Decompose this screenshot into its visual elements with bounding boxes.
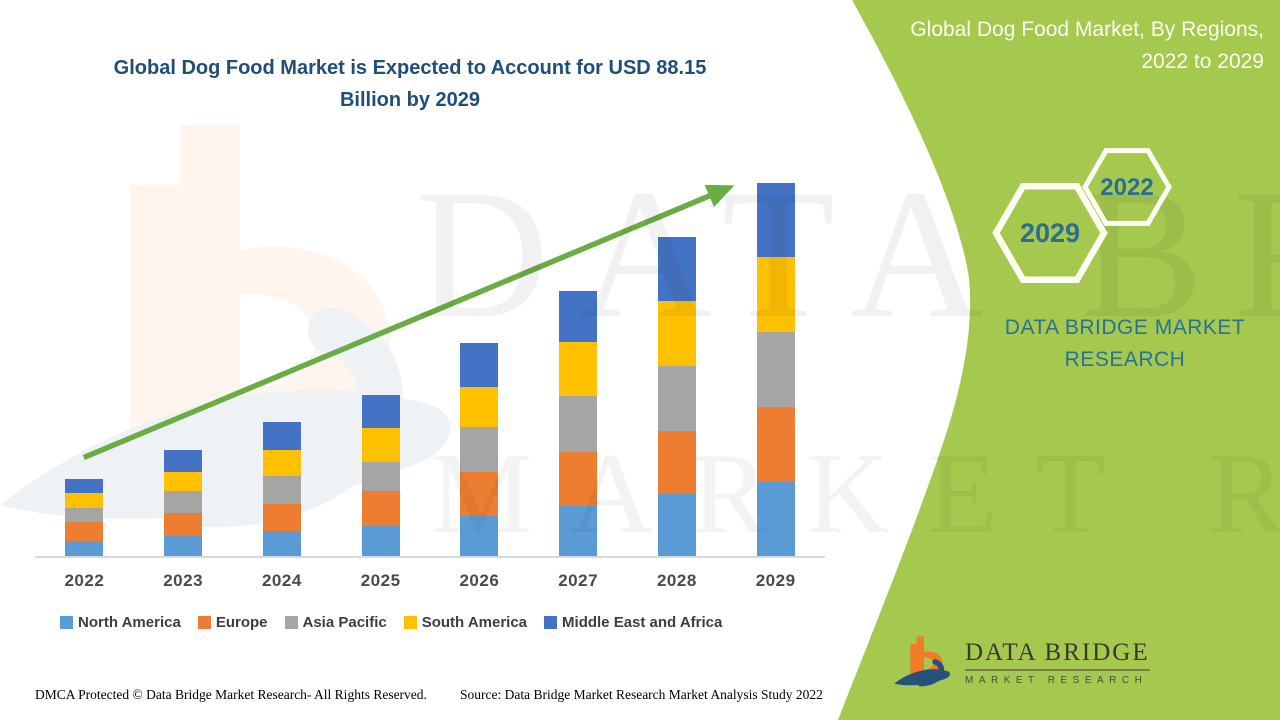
x-axis-label-2027: 2027 xyxy=(558,571,599,590)
stacked-bar-2023 xyxy=(164,450,203,556)
panel-title-line1: Global Dog Food Market, By Regions, xyxy=(910,18,1264,41)
bar-segment-2025-asia-pacific xyxy=(361,461,400,491)
panel-title-line2: 2022 to 2029 xyxy=(1141,50,1264,73)
x-axis-labels: 2022 2023 2024 2025 2026 2027 2028 2029 xyxy=(35,571,825,591)
legend-swatch-asia-pacific xyxy=(284,616,298,629)
bar-segment-2023-europe xyxy=(164,513,203,537)
bar-segment-2022-south-america xyxy=(65,493,104,509)
logo-line1: DATA BRIDGE xyxy=(965,639,1150,671)
x-axis-label-2026: 2026 xyxy=(459,571,500,590)
legend-swatch-south-america xyxy=(403,616,417,629)
legend-swatch-north-america xyxy=(60,616,73,629)
x-axis-label-2029: 2029 xyxy=(755,571,796,590)
bar-segment-2025-europe xyxy=(361,490,400,526)
footer: DMCA Protected © Data Bridge Market Rese… xyxy=(35,687,835,709)
footer-source-text: Source: Data Bridge Market Research Mark… xyxy=(460,687,823,702)
legend-swatch-middle-east-and-africa xyxy=(544,616,558,629)
hexagon-2029-label: 2029 xyxy=(1020,218,1080,248)
stacked-bar-2029 xyxy=(756,182,795,556)
legend: North America Europe Asia Pacific South Ame… xyxy=(35,614,835,631)
bar-segment-2022-asia-pacific xyxy=(65,508,104,523)
legend-label-asia-pacific: Asia Pacific xyxy=(302,614,387,631)
brand-wordmark: DATA BRIDGE MARKET RESEARCH xyxy=(1004,316,1246,371)
bar-segment-2024-europe xyxy=(262,503,301,531)
bar-segment-2022-europe xyxy=(65,522,104,542)
bar-segment-2022-north-america xyxy=(65,541,104,556)
bar-segment-2029-north-america xyxy=(756,482,795,556)
legend-item-south-america: South America xyxy=(403,614,528,631)
legend-label-europe: Europe xyxy=(215,614,268,631)
stacked-bar-2022 xyxy=(65,478,104,556)
x-axis-label-2028: 2028 xyxy=(656,571,697,590)
bar-segment-2024-asia-pacific xyxy=(262,476,301,504)
bar-column-2023 xyxy=(134,450,233,556)
bar-column-2029 xyxy=(726,182,825,556)
chart-title: Global Dog Food Market is Expected to Ac… xyxy=(40,52,780,116)
hexagon-2029 xyxy=(992,182,1108,284)
chart-title-line1: Global Dog Food Market is Expected to Ac… xyxy=(113,57,707,79)
legend-item-north-america: North America xyxy=(60,614,181,631)
legend-swatch-europe xyxy=(197,616,211,629)
bar-segment-2023-north-america xyxy=(164,536,203,556)
bar-segment-2027-europe xyxy=(559,452,598,507)
x-axis-label-2022: 2022 xyxy=(64,571,105,590)
year-hexagons: 2022 2029 xyxy=(992,148,1172,284)
bar-segment-2022-middle-east-and-africa xyxy=(65,478,104,494)
legend-label-south-america: South America xyxy=(421,614,528,631)
bar-segment-2029-asia-pacific xyxy=(756,332,795,408)
x-axis-label-2023: 2023 xyxy=(163,571,204,590)
chart-title-line2: Billion by 2029 xyxy=(339,89,481,111)
bar-segment-2026-europe xyxy=(460,471,499,516)
logo-line2: MARKET RESEARCH xyxy=(965,675,1148,686)
hexagon-2022-label: 2022 xyxy=(1100,174,1153,201)
bar-segment-2025-north-america xyxy=(361,526,400,556)
stacked-bar-chart xyxy=(35,177,825,558)
dbmr-logo: DATA BRIDGE MARKET RESEARCH xyxy=(893,634,1150,691)
legend-label-north-america: North America xyxy=(78,614,181,631)
bar-segment-2029-middle-east-and-africa xyxy=(756,182,795,258)
dbmr-logo-icon xyxy=(893,634,955,691)
legend-label-middle-east-and-africa: Middle East and Africa xyxy=(562,614,723,631)
bar-column-2022 xyxy=(35,478,134,556)
bar-segment-2023-asia-pacific xyxy=(164,490,203,514)
panel-title: Global Dog Food Market, By Regions, 2022… xyxy=(844,14,1264,78)
bar-segment-2028-north-america xyxy=(657,493,696,556)
bar-segment-2026-north-america xyxy=(460,515,499,556)
dbmr-logo-text: DATA BRIDGE MARKET RESEARCH xyxy=(965,639,1150,686)
x-axis-label-2025: 2025 xyxy=(360,571,401,590)
bar-segment-2029-europe xyxy=(756,407,795,482)
footer-dmca-text: DMCA Protected © Data Bridge Market Rese… xyxy=(35,687,427,702)
bar-segment-2027-north-america xyxy=(559,506,598,556)
legend-item-asia-pacific: Asia Pacific xyxy=(284,614,387,631)
bar-segment-2023-south-america xyxy=(164,471,203,491)
x-axis-label-2024: 2024 xyxy=(261,571,302,590)
legend-item-europe: Europe xyxy=(197,614,268,631)
legend-item-middle-east-and-africa: Middle East and Africa xyxy=(544,614,722,631)
bar-segment-2024-north-america xyxy=(262,531,301,556)
bar-segment-2029-south-america xyxy=(756,257,795,333)
hexagon-2022 xyxy=(1082,148,1172,226)
